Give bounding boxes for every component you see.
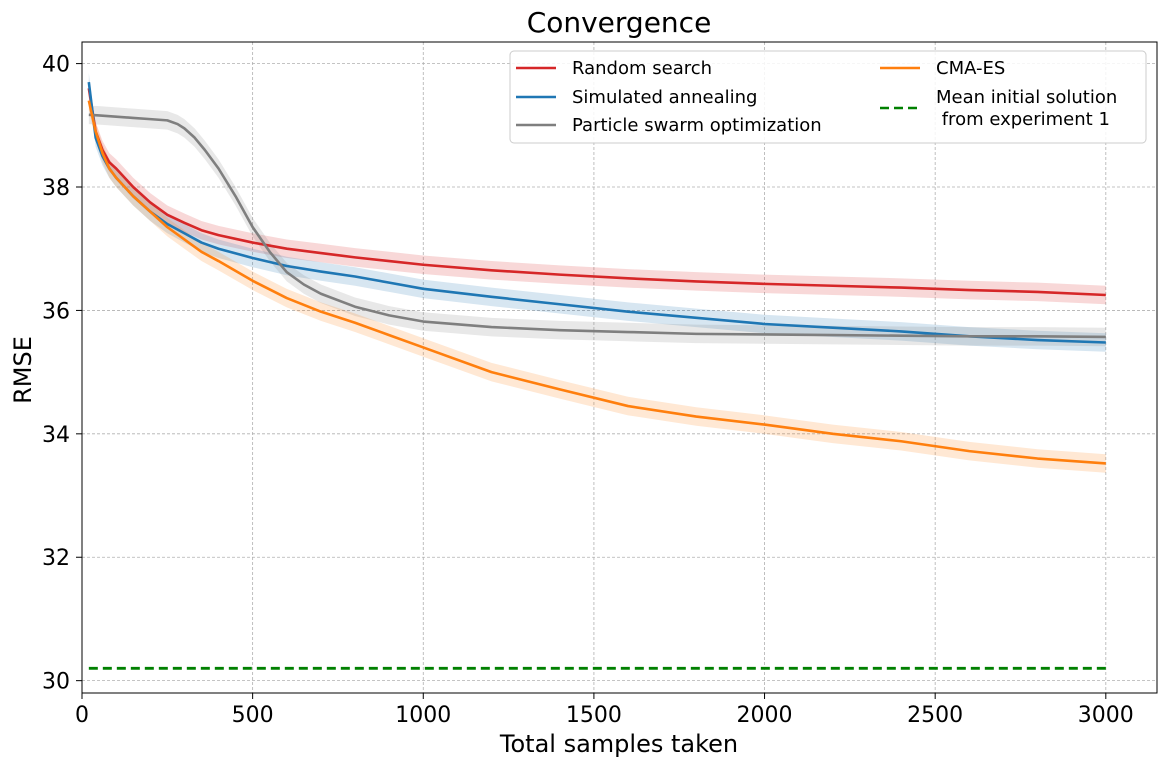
legend-box <box>509 50 1147 144</box>
plot-frame <box>81 41 1158 694</box>
legend-label-random-search: Random search <box>572 58 712 79</box>
y-tick-label: 40 <box>42 53 70 78</box>
legend-label-simulated-annealing: Simulated annealing <box>572 87 757 108</box>
x-tick-label: 2000 <box>737 703 793 728</box>
band-simulated-annealing <box>88 72 1106 352</box>
band-particle-swarm-optimization <box>88 105 1106 347</box>
y-tick-label: 32 <box>42 546 70 571</box>
x-tick-label: 1500 <box>566 703 622 728</box>
y-tick-label: 30 <box>42 670 70 695</box>
x-tick-label: 0 <box>75 703 89 728</box>
legend-label-cma-es: CMA-ES <box>936 58 1005 79</box>
line-particle-swarm-optimization <box>88 113 1106 339</box>
series-lines <box>87 81 1106 670</box>
chart-title: Convergence <box>527 6 712 39</box>
line-random-search <box>87 88 1106 297</box>
y-tick-label: 36 <box>42 299 70 324</box>
y-tick-label: 38 <box>42 176 70 201</box>
axis-ticks: 0 500 1000 1500 2000 2500 3000 30 32 34 36 38 40 <box>42 53 1134 728</box>
x-tick-label: 500 <box>232 703 274 728</box>
confidence-bands <box>88 72 1106 473</box>
x-tick-label: 2500 <box>907 703 963 728</box>
legend-label-mean-initial-solution-from-experiment-1: Mean initial solution from experiment 1 <box>936 87 1117 130</box>
line-cma-es <box>87 100 1106 465</box>
y-tick-label: 34 <box>42 423 70 448</box>
band-cma-es <box>88 91 1106 473</box>
y-axis-label: RMSE <box>9 336 37 404</box>
legend: Random search Simulated annealing Particle… <box>509 50 1147 144</box>
legend-label-particle-swarm-optimization: Particle swarm optimization <box>572 115 822 136</box>
x-tick-label: 1000 <box>395 703 451 728</box>
band-random-search <box>88 79 1106 305</box>
x-tick-label: 3000 <box>1078 703 1134 728</box>
x-axis-label: Total samples taken <box>499 730 738 758</box>
